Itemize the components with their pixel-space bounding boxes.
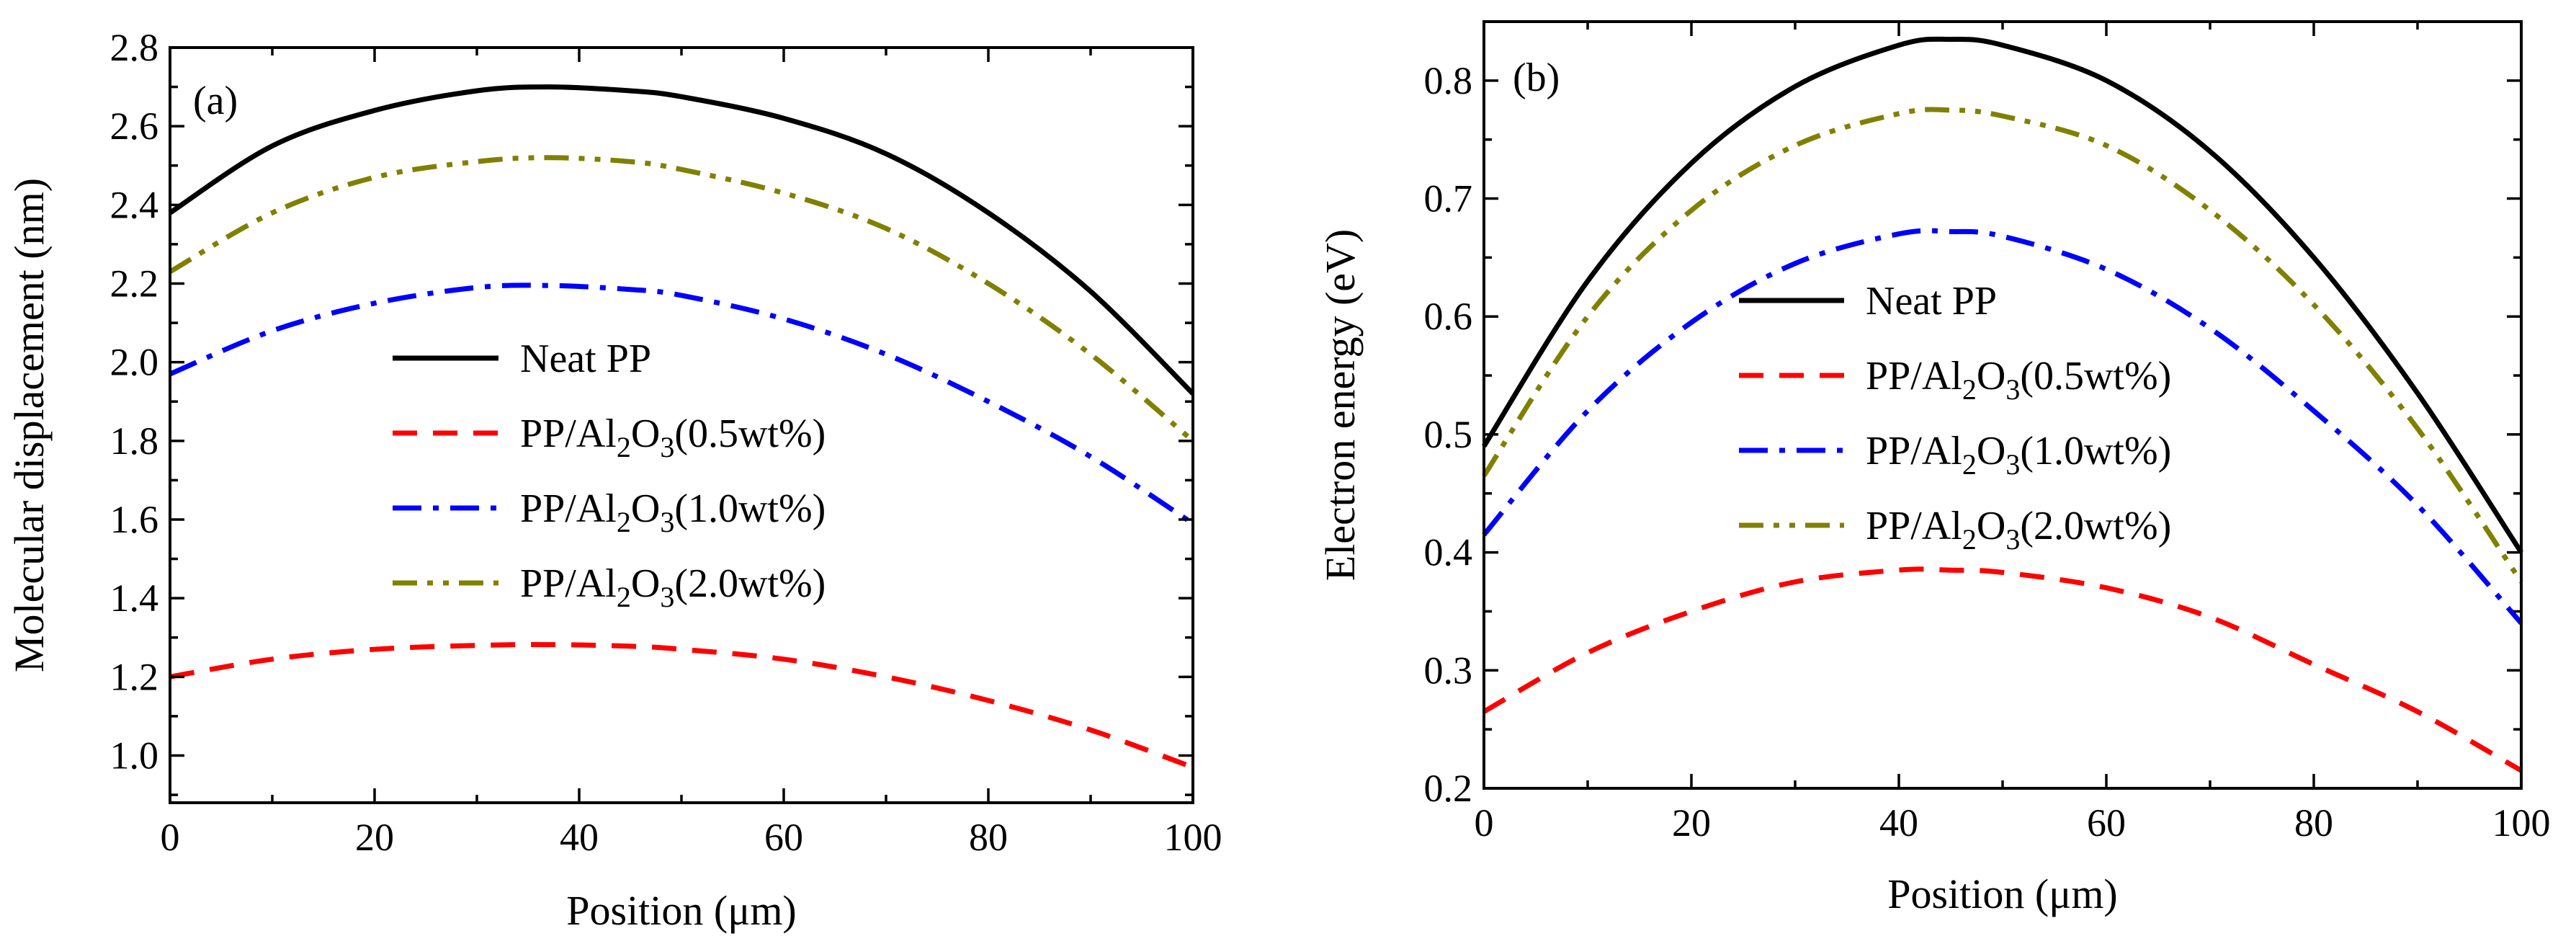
- y-tick-label-b: 0.2: [1424, 767, 1473, 810]
- legend-label-b-0: Neat PP: [1866, 279, 1997, 324]
- series-line-a-1: [169, 642, 1194, 770]
- legend-label-b-2: PP/Al2O3(1.0wt%): [1866, 429, 2171, 481]
- y-tick-label-a: 1.2: [110, 655, 159, 698]
- chart-panel-b: 0 20 40 60 80 100 0.2 0.3 0.4 0.5 0.6 0.7 0.8 Positio…: [1317, 20, 2551, 917]
- x-axis-label-b: Position (μm): [1887, 870, 2118, 917]
- y-tick-label-b: 0.7: [1424, 177, 1473, 220]
- x-tick-label-a: 40: [560, 816, 599, 859]
- legend-label-a-0: Neat PP: [520, 337, 651, 381]
- x-tick-label-a: 0: [161, 816, 180, 859]
- y-tick-label-a: 1.4: [110, 576, 159, 620]
- series-line-b-1: [1482, 566, 2523, 773]
- x-tick-label-a: 60: [764, 816, 803, 859]
- y-tick-label-a: 1.8: [110, 419, 159, 463]
- y-tick-label-b: 0.4: [1424, 531, 1473, 574]
- x-tick-label-b: 40: [1879, 801, 1918, 845]
- y-tick-label-a: 2.0: [110, 341, 159, 384]
- x-tick-label-b: 60: [2087, 801, 2126, 845]
- series-line-a-3: [169, 155, 1195, 443]
- series-line-a-0: [169, 84, 1195, 396]
- y-tick-label-b: 0.3: [1424, 649, 1473, 692]
- y-axis-label-b: Electron energy (eV): [1317, 229, 1364, 581]
- x-tick-label-a: 100: [1164, 816, 1222, 859]
- series-line-b-3: [1482, 107, 2523, 584]
- y-tick-label-b: 0.6: [1424, 295, 1473, 338]
- chart-panel-a: 0 20 40 60 80 100 1.0 1.2 1.4 1.6 1.8 2.0 2.2 2.4 2.6 2…: [6, 26, 1222, 934]
- y-tick-label-a: 2.2: [110, 262, 159, 306]
- x-tick-label-b: 100: [2492, 801, 2551, 845]
- legend-label-a-1: PP/Al2O3(0.5wt%): [520, 411, 826, 463]
- legend-label-b-3: PP/Al2O3(2.0wt%): [1866, 504, 2171, 556]
- legend-a: Neat PP PP/Al2O3(0.5wt%) PP/Al2O3(1.0wt%) P…: [393, 337, 826, 613]
- legend-label-b-1: PP/Al2O3(0.5wt%): [1866, 354, 2171, 406]
- y-axis-label-a: Molecular displacement (nm): [6, 178, 53, 672]
- y-tick-label-a: 1.6: [110, 498, 159, 541]
- y-tick-label-a: 2.8: [110, 26, 159, 69]
- x-tick-label-b: 0: [1475, 801, 1494, 845]
- x-tick-label-b: 80: [2294, 801, 2333, 845]
- plot-frame-b: [1482, 20, 2523, 790]
- x-axis-label-a: Position (μm): [566, 887, 797, 934]
- series-line-b-0: [1482, 36, 2523, 554]
- y-tick-label-b: 0.8: [1424, 59, 1473, 102]
- x-tick-label-a: 80: [969, 816, 1008, 859]
- x-tick-label-b: 20: [1672, 801, 1711, 845]
- series-line-b-2: [1482, 228, 2523, 625]
- legend-b: Neat PP PP/Al2O3(0.5wt%) PP/Al2O3(1.0wt%) P…: [1739, 279, 2171, 556]
- x-tick-label-a: 20: [355, 816, 394, 859]
- y-tick-label-a: 2.6: [110, 104, 159, 148]
- panel-label-a: (a): [193, 79, 238, 123]
- y-tick-label-a: 1.0: [110, 734, 159, 778]
- legend-label-a-2: PP/Al2O3(1.0wt%): [520, 486, 826, 538]
- y-tick-label-a: 2.4: [110, 183, 159, 226]
- y-tick-label-b: 0.5: [1424, 413, 1473, 456]
- series-line-a-2: [169, 282, 1194, 526]
- legend-label-a-3: PP/Al2O3(2.0wt%): [520, 561, 826, 613]
- panel-label-b: (b): [1513, 55, 1560, 100]
